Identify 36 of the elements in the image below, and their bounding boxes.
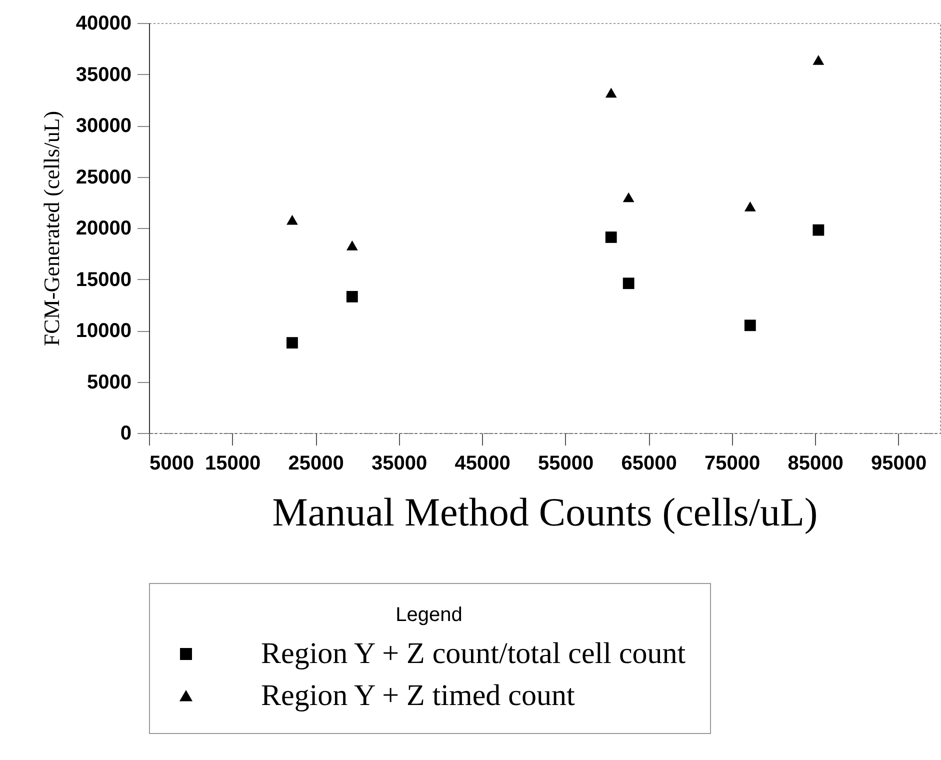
- y-tick-label: 0: [120, 422, 132, 444]
- point: [346, 290, 358, 302]
- legend-title: Legend: [396, 604, 462, 626]
- point: [605, 88, 617, 98]
- y-tick-label: 15000: [76, 268, 132, 291]
- legend-label: Region Y + Z timed count: [261, 679, 576, 712]
- point: [622, 278, 634, 290]
- point: [605, 232, 617, 243]
- x-tick-label: 35000: [371, 452, 428, 474]
- x-tick-label: 75000: [704, 452, 760, 474]
- point: [744, 202, 756, 212]
- y-tick-label: 20000: [76, 218, 132, 240]
- legend-label: Region Y + Z count/total cell count: [261, 637, 686, 670]
- point: [286, 337, 298, 348]
- point: [812, 224, 824, 236]
- x-tick-label: 25000: [288, 452, 344, 474]
- point: [622, 192, 634, 202]
- y-axis-title: FCM-Generated (cells/uL): [38, 110, 64, 346]
- point: [286, 214, 298, 225]
- point: [744, 320, 756, 332]
- x-tick-label: 55000: [538, 452, 594, 474]
- x-axis-title: Manual Method Counts (cells/uL): [272, 490, 818, 534]
- x-tick-label: 95000: [871, 452, 927, 474]
- x-tick-label: 15000: [204, 452, 261, 474]
- point: [812, 54, 824, 65]
- y-tick-label: 10000: [76, 320, 132, 342]
- x-tick-label: 65000: [621, 452, 677, 474]
- y-tick-label: 25000: [76, 166, 132, 188]
- y-tick-label: 35000: [76, 64, 132, 86]
- x-tick-label: 5000: [150, 452, 194, 474]
- y-tick-label: 40000: [76, 12, 132, 34]
- x-tick-label: 45000: [454, 452, 510, 474]
- x-tick-label: 85000: [788, 452, 844, 474]
- point: [346, 240, 358, 250]
- y-tick-label: 30000: [76, 115, 132, 137]
- y-tick-label: 5000: [87, 371, 132, 394]
